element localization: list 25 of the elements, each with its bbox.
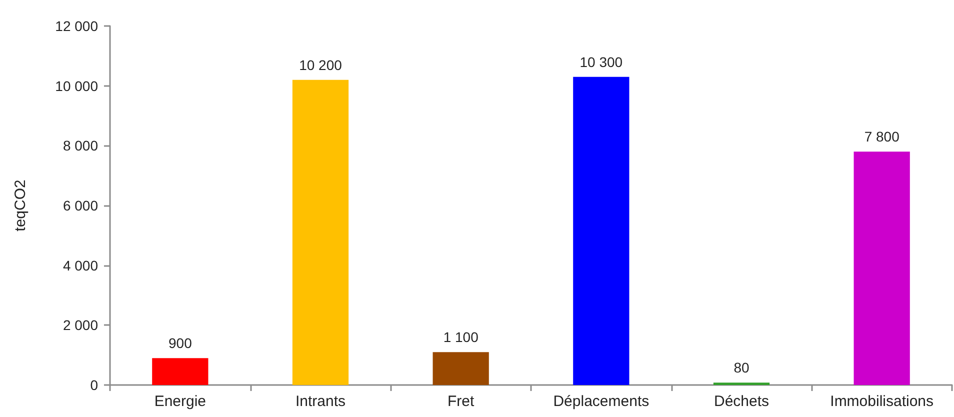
y-tick-label: 12 000 [55, 18, 98, 34]
data-label: 10 200 [299, 56, 342, 73]
bar [854, 152, 910, 385]
bar [152, 358, 208, 385]
y-tick-label: 0 [90, 377, 98, 393]
x-tick-label: Déplacements [553, 393, 650, 410]
data-label: 80 [734, 360, 750, 376]
bar [432, 352, 489, 385]
data-label: 7 800 [864, 128, 900, 145]
x-tick-label: Déchets [714, 393, 770, 410]
y-tick-label: 6 000 [62, 198, 98, 214]
x-tick-label: Intrants [295, 393, 346, 410]
data-label: 900 [168, 335, 192, 352]
y-tick-label: 10 000 [55, 78, 98, 94]
x-tick-label: Immobilisations [830, 393, 934, 410]
bar [292, 80, 349, 385]
x-tick-label: Fret [447, 393, 475, 410]
x-tick-label: Energie [154, 393, 206, 410]
y-tick-label: 8 000 [62, 138, 98, 154]
data-label: 10 300 [580, 54, 623, 70]
data-label: 1 100 [443, 329, 479, 346]
y-tick-label: 2 000 [62, 317, 98, 334]
y-tick-label: 4 000 [62, 257, 98, 274]
y-axis-title: teqCO2 [12, 180, 29, 232]
bar [573, 76, 630, 385]
